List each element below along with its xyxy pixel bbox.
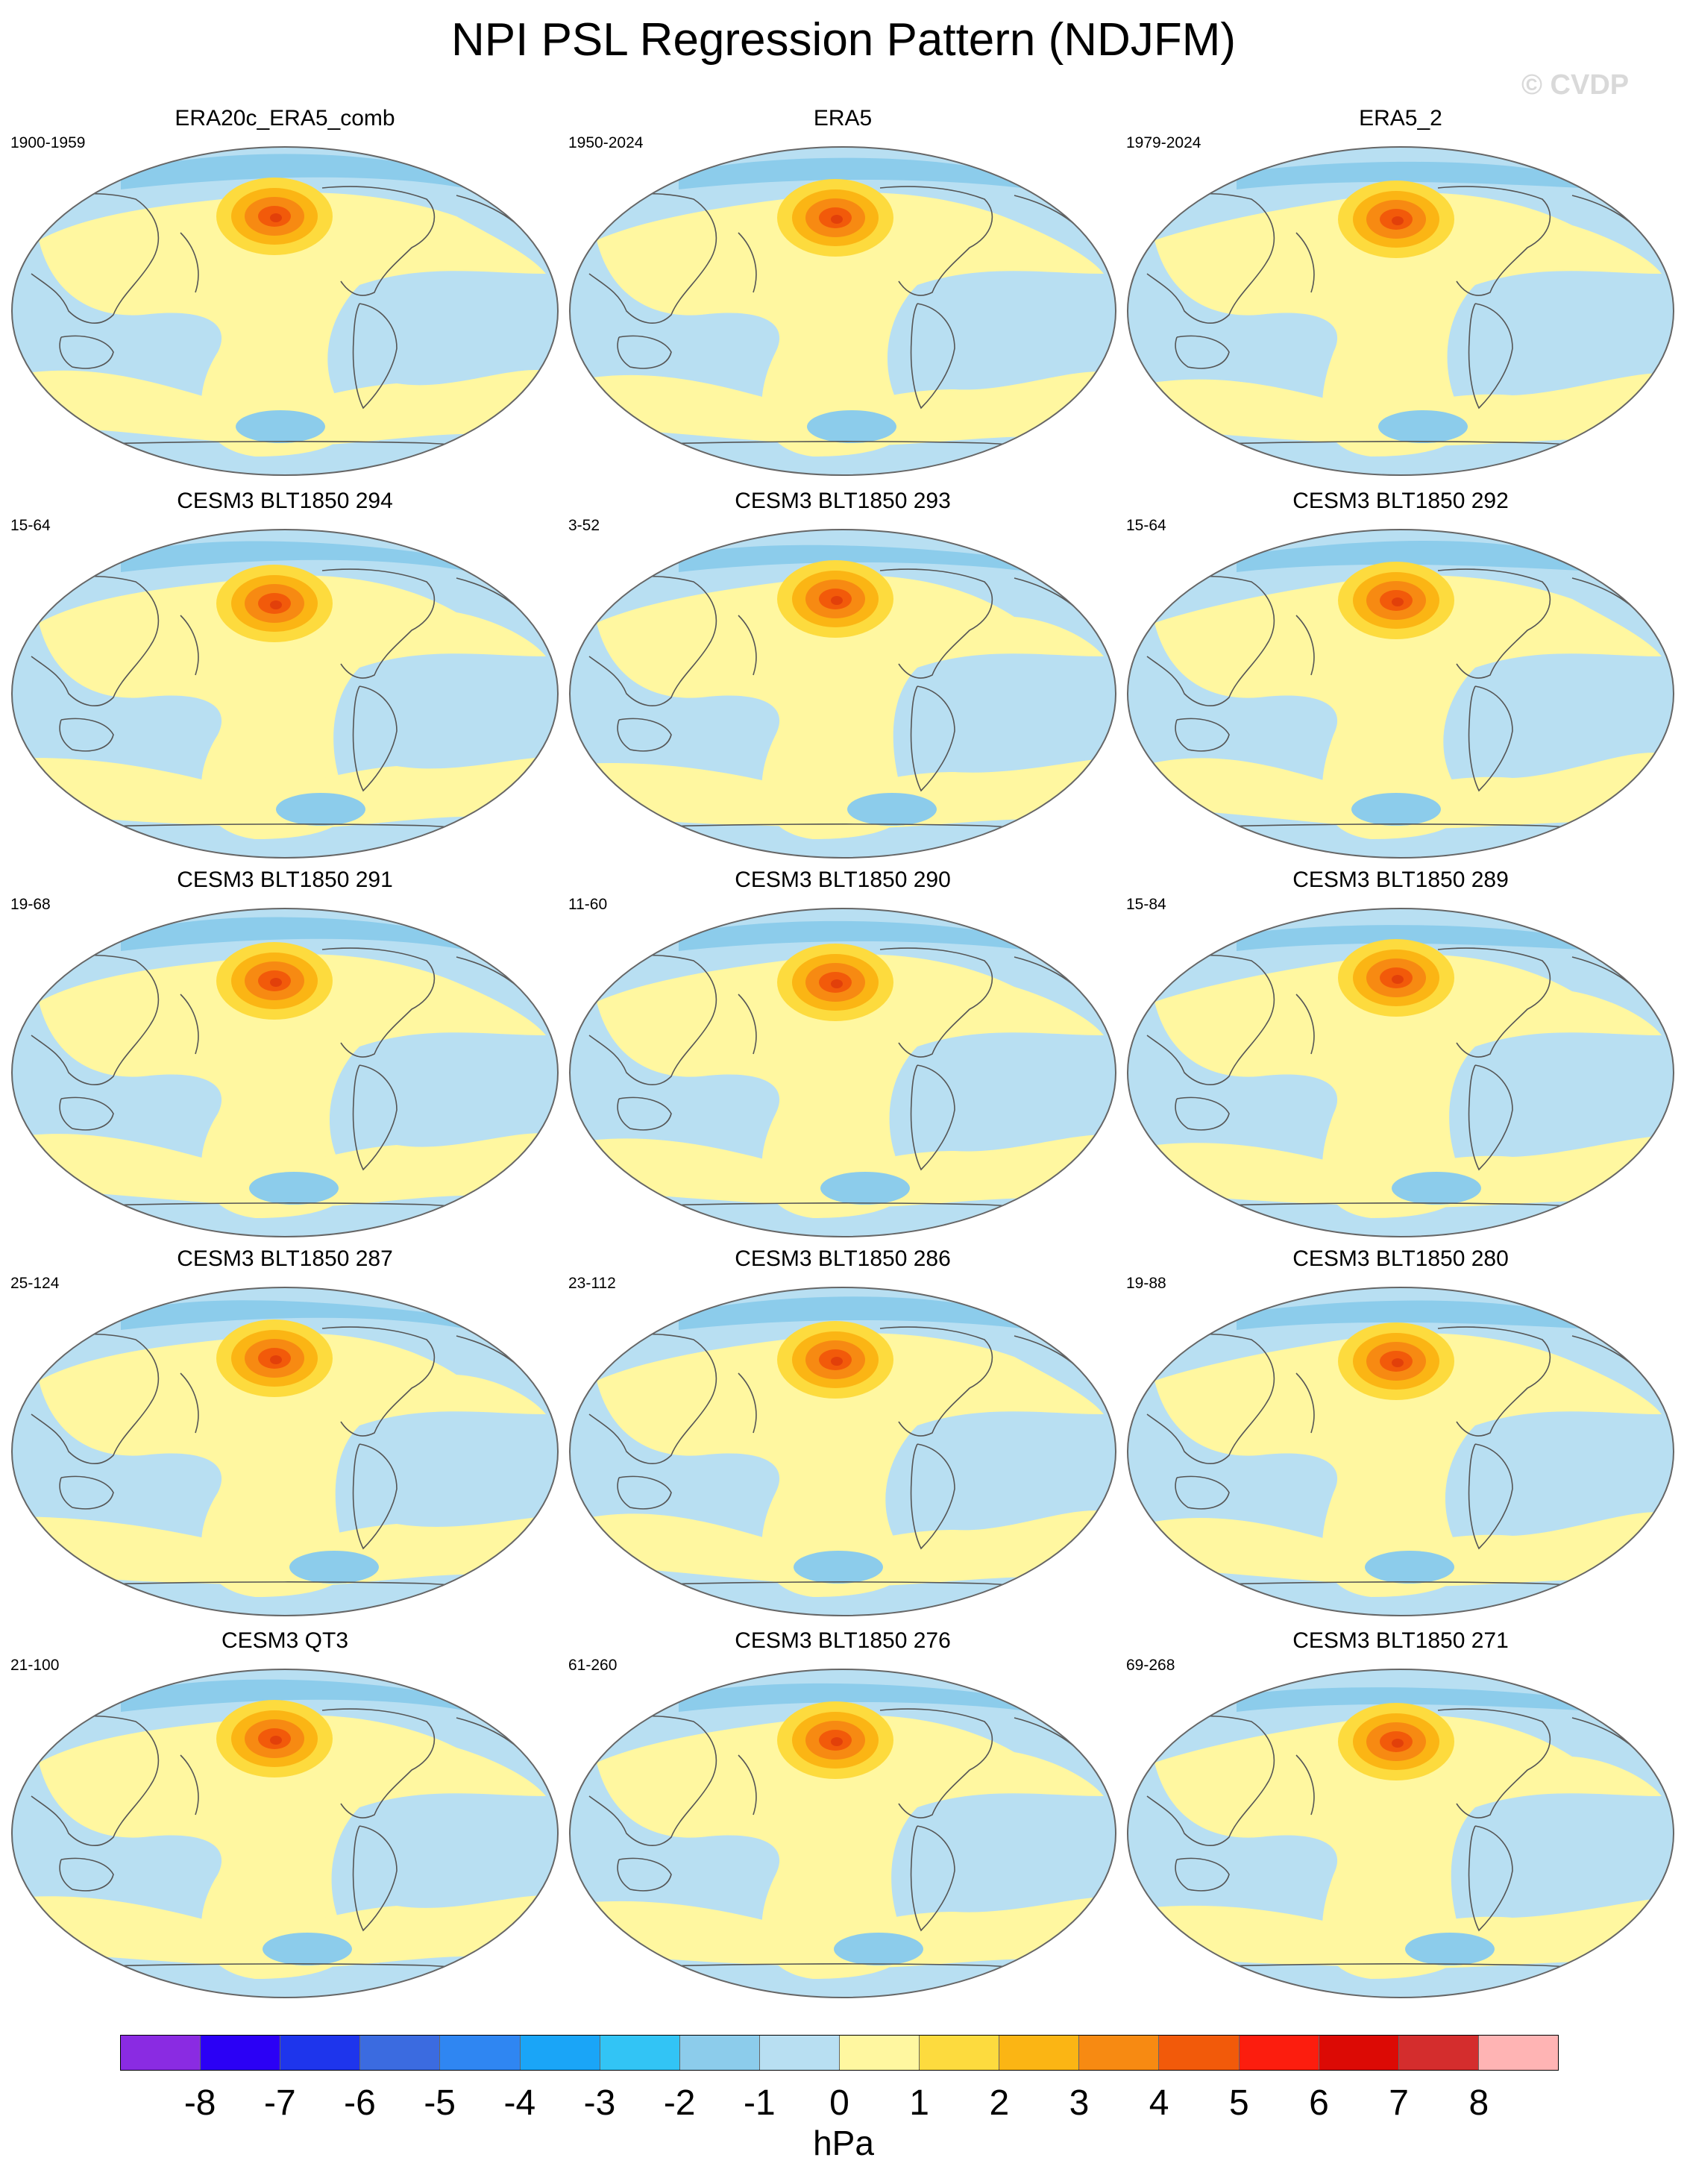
map-globe — [11, 529, 559, 859]
colorbar-tick-label: 5 — [1228, 2083, 1249, 2123]
colorbar-swatch — [1478, 2036, 1558, 2070]
map-panel: CESM3 BLT1850 290 11-60 — [567, 867, 1119, 1240]
map-panel: CESM3 BLT1850 289 15-84 — [1125, 867, 1677, 1240]
map-panel: CESM3 BLT1850 291 19-68 — [9, 867, 561, 1240]
colorbar-swatch — [920, 2036, 1000, 2070]
colorbar-tick-label: -2 — [663, 2083, 696, 2123]
panel-years: 19-88 — [1126, 1275, 1166, 1292]
colorbar-swatch — [679, 2036, 760, 2070]
panel-title: CESM3 BLT1850 287 — [177, 1246, 393, 1271]
colorbar-swatch — [1319, 2036, 1399, 2070]
figure-title: NPI PSL Regression Pattern (NDJFM) — [450, 14, 1236, 66]
panel-years: 1900-1959 — [10, 134, 86, 151]
colorbar-swatch — [839, 2036, 920, 2070]
map-panel: CESM3 BLT1850 276 61-260 — [567, 1628, 1119, 2001]
panel-title: CESM3 BLT1850 276 — [735, 1628, 951, 1653]
panel-years: 15-64 — [10, 517, 51, 534]
colorbar-tick-label: -4 — [503, 2083, 536, 2123]
panel-title: ERA5 — [813, 106, 873, 131]
colorbar-tick-label: 6 — [1309, 2083, 1329, 2123]
colorbar-tick-label: 8 — [1468, 2083, 1489, 2123]
colorbar-swatch — [600, 2036, 680, 2070]
panel-title: CESM3 BLT1850 294 — [177, 489, 393, 513]
map-globe — [1127, 908, 1674, 1237]
colorbar-swatch — [360, 2036, 441, 2070]
panel-title: CESM3 BLT1850 280 — [1292, 1246, 1509, 1271]
map-panel: CESM3 BLT1850 294 15-64 — [9, 489, 561, 862]
panel-years: 25-124 — [10, 1275, 60, 1292]
colorbar-tick-label: -3 — [583, 2083, 616, 2123]
panel-years: 61-260 — [568, 1657, 618, 1674]
panel-years: 19-68 — [10, 896, 51, 913]
colorbar-tick-label: 1 — [909, 2083, 929, 2123]
map-globe — [569, 529, 1116, 859]
map-globe — [569, 1287, 1116, 1616]
colorbar-tick-label: 4 — [1149, 2083, 1169, 2123]
panel-title: CESM3 BLT1850 289 — [1292, 867, 1509, 892]
panel-title: CESM3 BLT1850 292 — [1292, 489, 1509, 513]
watermark: © CVDP — [1521, 69, 1630, 101]
colorbar-swatch — [121, 2036, 201, 2070]
map-panel: CESM3 QT3 21-100 — [9, 1628, 561, 2001]
colorbar-swatch — [440, 2036, 521, 2070]
map-globe — [1127, 146, 1674, 476]
panel-years: 15-64 — [1126, 517, 1166, 534]
panel-title: CESM3 BLT1850 291 — [177, 867, 393, 892]
map-globe — [569, 1669, 1116, 1998]
panel-years: 3-52 — [568, 517, 600, 534]
colorbar-tick-label: 0 — [829, 2083, 849, 2123]
map-panel: ERA5 1950-2024 — [567, 106, 1119, 479]
map-panel: CESM3 BLT1850 293 3-52 — [567, 489, 1119, 862]
colorbar-tick-label: 7 — [1389, 2083, 1409, 2123]
map-panel: CESM3 BLT1850 280 19-88 — [1125, 1246, 1677, 1619]
colorbar-tick-label: 2 — [989, 2083, 1010, 2123]
map-globe — [1127, 529, 1674, 859]
map-globe — [11, 1287, 559, 1616]
map-globe — [1127, 1287, 1674, 1616]
panel-title: CESM3 BLT1850 271 — [1292, 1628, 1509, 1653]
colorbar-tick-label: -8 — [183, 2083, 216, 2123]
panel-title: ERA20c_ERA5_comb — [175, 106, 395, 131]
colorbar-swatch — [520, 2036, 600, 2070]
panel-title: CESM3 BLT1850 293 — [735, 489, 951, 513]
colorbar-swatch — [201, 2036, 281, 2070]
map-panel: CESM3 BLT1850 271 69-268 — [1125, 1628, 1677, 2001]
colorbar-tick-label: -6 — [344, 2083, 376, 2123]
colorbar-tick-label: -7 — [263, 2083, 296, 2123]
map-globe — [1127, 1669, 1674, 1998]
colorbar-units: hPa — [813, 2124, 874, 2162]
colorbar-swatch — [999, 2036, 1080, 2070]
map-globe — [11, 1669, 559, 1998]
panel-title: CESM3 QT3 — [221, 1628, 349, 1653]
panel-years: 1950-2024 — [568, 134, 644, 151]
panel-years: 1979-2024 — [1126, 134, 1201, 151]
colorbar-swatch — [1159, 2036, 1240, 2070]
colorbar-tick-label: 3 — [1069, 2083, 1090, 2123]
colorbar-swatch — [1398, 2036, 1479, 2070]
colorbar-swatch — [759, 2036, 840, 2070]
panel-title: CESM3 BLT1850 290 — [735, 867, 951, 892]
map-panel: CESM3 BLT1850 287 25-124 — [9, 1246, 561, 1619]
panel-title: ERA5_2 — [1359, 106, 1442, 131]
map-globe — [569, 146, 1116, 476]
map-panel: ERA20c_ERA5_comb 1900-1959 — [9, 106, 561, 479]
colorbar-tick-label: -5 — [424, 2083, 456, 2123]
colorbar-swatch — [280, 2036, 361, 2070]
map-panel: CESM3 BLT1850 286 23-112 — [567, 1246, 1119, 1619]
map-panel: ERA5_2 1979-2024 — [1125, 106, 1677, 479]
panel-years: 21-100 — [10, 1657, 60, 1674]
colorbar-tick-label: -1 — [743, 2083, 776, 2123]
panel-years: 23-112 — [568, 1275, 616, 1292]
map-panel: CESM3 BLT1850 292 15-64 — [1125, 489, 1677, 862]
colorbar-swatch — [1239, 2036, 1319, 2070]
panel-title: CESM3 BLT1850 286 — [735, 1246, 951, 1271]
colorbar — [120, 2035, 1559, 2071]
panel-years: 15-84 — [1126, 896, 1166, 913]
panel-years: 11-60 — [568, 896, 608, 913]
map-globe — [569, 908, 1116, 1237]
map-globe — [11, 146, 559, 476]
map-globe — [11, 908, 559, 1237]
colorbar-swatch — [1079, 2036, 1160, 2070]
panel-years: 69-268 — [1126, 1657, 1175, 1674]
